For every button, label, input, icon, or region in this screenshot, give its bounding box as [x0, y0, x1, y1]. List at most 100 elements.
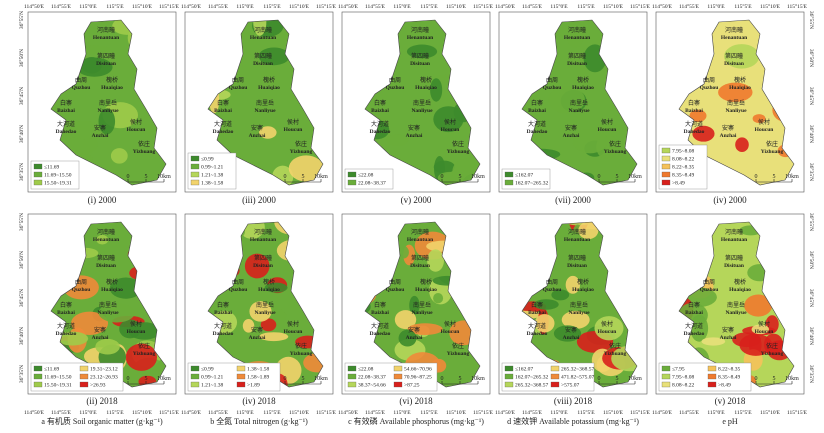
- place-cn: 依庄: [138, 140, 150, 148]
- region-patch: [260, 68, 281, 85]
- legend-swatch: [190, 155, 200, 162]
- lon-label: 114°50'E: [181, 409, 202, 416]
- lat-label: 36°35'N: [808, 365, 815, 383]
- place-cn: 槐桥: [577, 278, 589, 286]
- legend-swatch: [550, 381, 560, 388]
- region-patch: [238, 222, 265, 239]
- region-patch: [746, 159, 760, 174]
- place-en: Henantuan: [93, 35, 119, 41]
- place-cn: 白寨: [60, 301, 72, 309]
- region-patch: [701, 337, 726, 346]
- legend-label: 1.38~1.58: [247, 367, 269, 373]
- place-cn: 安寨: [722, 326, 734, 334]
- lon-label: 115°15'E: [316, 3, 337, 10]
- region-patch: [125, 343, 158, 371]
- legend-box: [658, 362, 752, 392]
- region-patch: [259, 332, 289, 342]
- place-en: Yizhuang: [761, 351, 784, 357]
- place-cn: 第四疃: [411, 254, 429, 262]
- place-cn: 依庄: [452, 140, 464, 148]
- lon-label: 115°5'E: [420, 3, 438, 10]
- scale-label: 10km: [785, 376, 799, 382]
- scale-label: 10km: [471, 174, 485, 180]
- place-cn: 槐桥: [577, 76, 589, 84]
- place-cn: 大河道: [528, 120, 546, 128]
- region-patch: [242, 318, 255, 333]
- lat-label: 36°40'N: [808, 327, 815, 345]
- region-patch: [567, 27, 583, 48]
- place-cn: 安寨: [565, 124, 577, 132]
- place-en: Yizhuang: [290, 351, 313, 357]
- legend-swatch: [79, 365, 89, 372]
- legend-swatch: [190, 373, 200, 380]
- place-en: Yizhuang: [133, 351, 156, 357]
- place-cn: 白寨: [531, 99, 543, 107]
- lon-label: 114°55'E: [522, 409, 543, 416]
- legend-label: ≤11.69: [44, 367, 59, 373]
- place-cn: 第四疃: [254, 254, 272, 262]
- place-en: Dahedao: [684, 129, 705, 135]
- boundary: [521, 221, 638, 388]
- place-en: Baizhai: [57, 108, 75, 114]
- lon-label: 115°5'E: [577, 3, 595, 10]
- legend-label: ≤0.99: [201, 157, 214, 163]
- legend-swatch: [661, 171, 671, 178]
- place-en: Quzhou: [229, 287, 248, 293]
- lon-label: 115°5'E: [263, 3, 281, 10]
- place-cn: 河南疃: [97, 26, 115, 34]
- place-cn: 大河道: [528, 322, 546, 330]
- place-cn: 曲周: [546, 76, 558, 84]
- region-patch: [548, 86, 585, 114]
- place-en: Nanliyue: [97, 108, 119, 114]
- region-patch: [258, 47, 290, 66]
- legend-swatch: [33, 171, 43, 178]
- place-en: Houcun: [441, 329, 460, 335]
- place-cn: 白寨: [688, 301, 700, 309]
- place-en: Baizhai: [528, 108, 546, 114]
- place-en: Baizhai: [528, 310, 546, 316]
- lon-label: 115°5'E: [106, 409, 124, 416]
- legend-label: ≤162.07: [515, 173, 533, 179]
- scale-label: 0: [284, 174, 287, 180]
- column-title: e pH: [722, 417, 738, 426]
- region-patch: [751, 324, 769, 335]
- boundary: [50, 19, 167, 186]
- place-cn: 侯村: [444, 320, 456, 328]
- place-en: Anzhai: [92, 335, 109, 341]
- place-en: Nanliyue: [725, 108, 747, 114]
- legend-swatch: [393, 381, 403, 388]
- column-title: c 有效磷 Available phosphorus (mg·kg⁻¹): [348, 416, 484, 426]
- scale-label: 10km: [314, 376, 328, 382]
- scale-label: 10km: [314, 174, 328, 180]
- scale-label: 10km: [157, 376, 171, 382]
- scale-bar: [284, 179, 322, 183]
- place-en: Houcun: [127, 127, 146, 133]
- panel-caption: (ii) 2018: [86, 396, 118, 406]
- boundary: [364, 19, 481, 186]
- legend-swatch: [707, 373, 717, 380]
- lon-label: 115°0'E: [550, 3, 568, 10]
- scale-label: 10km: [628, 174, 642, 180]
- lat-label: 36°45'N: [18, 289, 25, 307]
- lon-label: 114°55'E: [679, 3, 700, 10]
- panel-caption: (iii) 2000: [242, 195, 276, 205]
- boundary: [207, 221, 324, 388]
- place-cn: 白寨: [688, 99, 700, 107]
- lat-label: 36°40'N: [18, 327, 25, 345]
- scale-label: 0: [755, 376, 758, 382]
- panel-caption: (vi) 2018: [399, 396, 433, 406]
- region-patch: [427, 249, 444, 272]
- lon-label: 115°5'E: [263, 409, 281, 416]
- place-cn: 槐桥: [420, 76, 432, 84]
- place-cn: 第四疃: [568, 254, 586, 262]
- lon-label: 115°0'E: [236, 3, 254, 10]
- scale-label: 5: [773, 376, 776, 382]
- region-patch: [128, 322, 161, 340]
- place-en: Henantuan: [564, 35, 590, 41]
- lon-label: 115°5'E: [420, 409, 438, 416]
- lat-label: 36°35'N: [18, 163, 25, 181]
- place-en: Dahedao: [527, 331, 548, 337]
